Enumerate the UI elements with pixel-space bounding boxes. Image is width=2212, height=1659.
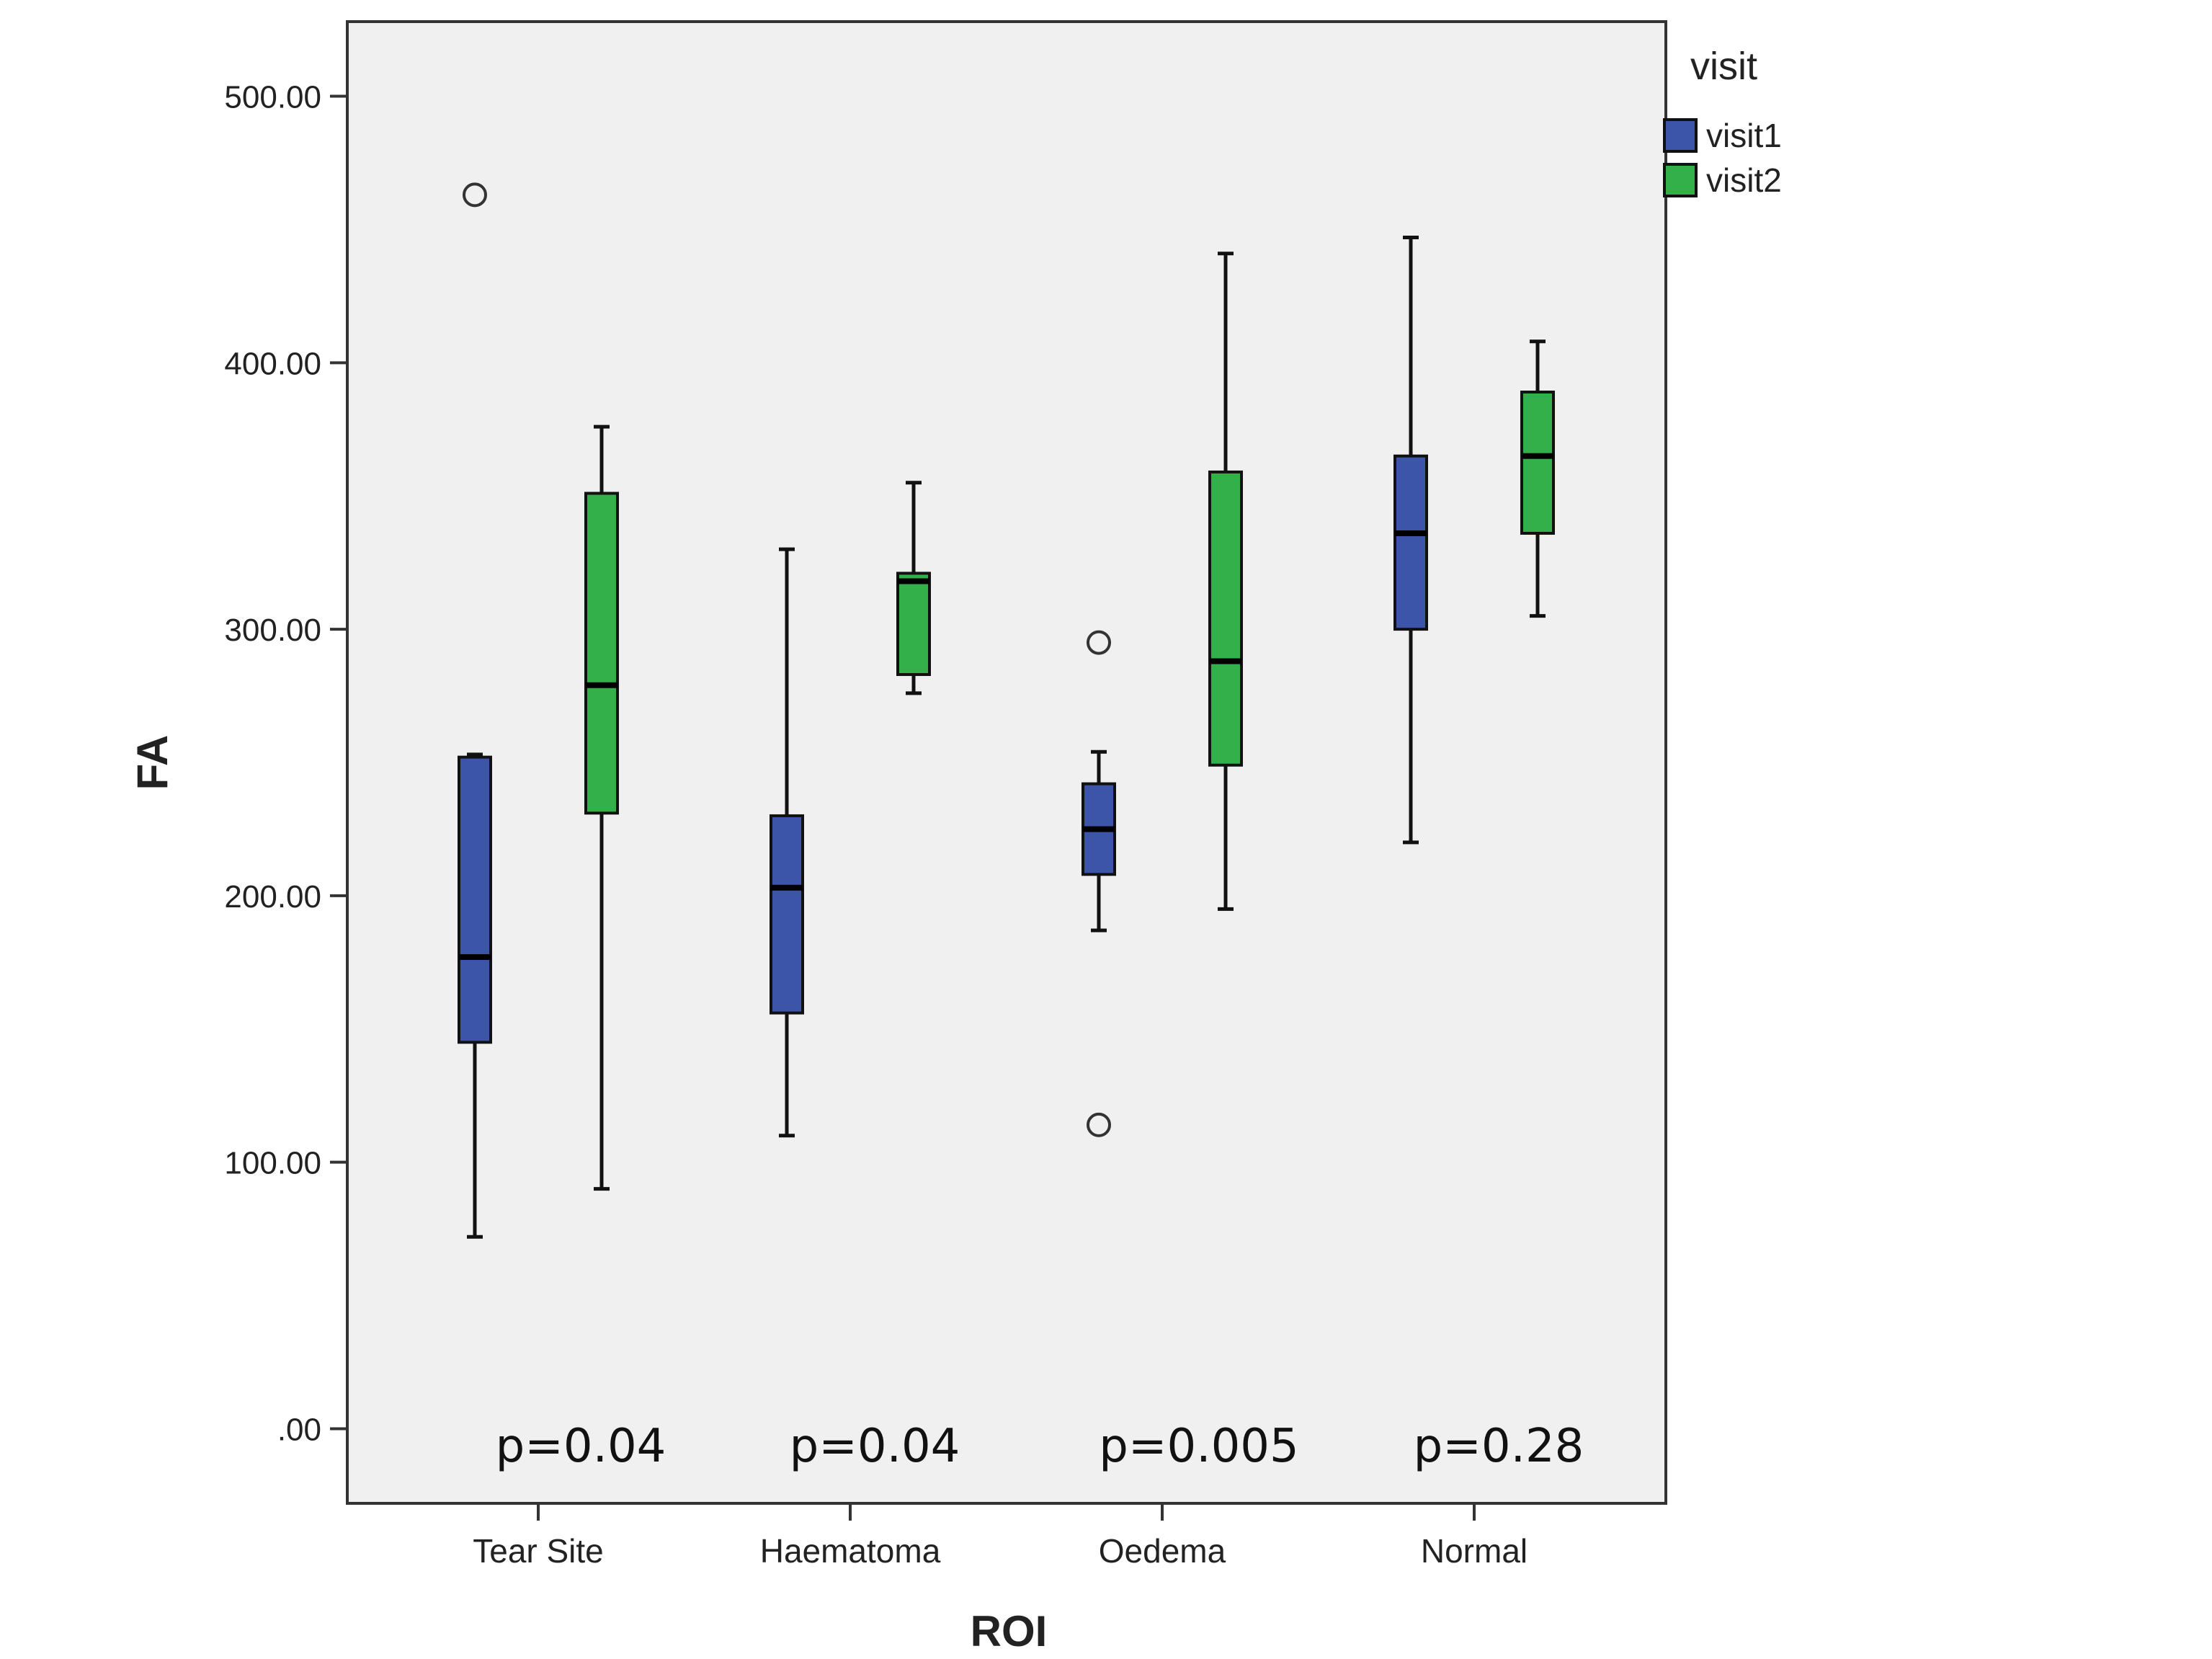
y-tick-label: .00 (277, 1412, 321, 1447)
x-tick-label: Normal (1421, 1532, 1528, 1570)
box-visit1-haematoma (770, 547, 804, 1138)
iqr-box (770, 814, 804, 1015)
outlier-point (1087, 1112, 1111, 1137)
p-value-annotations: p=0.04 p=0.04 p=0.005 p=0.28 (496, 1420, 1584, 1473)
legend-label: visit1 (1706, 117, 1782, 154)
p-value-label: p=0.28 (1414, 1420, 1584, 1473)
y-tick-label: 200.00 (224, 879, 321, 915)
plot-area (346, 20, 1667, 1505)
y-tick-label: 300.00 (224, 613, 321, 648)
y-tick-label: 100.00 (224, 1146, 321, 1181)
y-tick-label: 400.00 (224, 346, 321, 381)
y-axis: .00 100.00 200.00 300.00 400.00 500.00 (224, 80, 347, 1447)
x-tick-label: Haematoma (760, 1532, 941, 1570)
legend-swatch (1663, 118, 1698, 153)
x-tick-label: Tear Site (473, 1532, 604, 1570)
outlier-point (1087, 630, 1111, 655)
p-value-label: p=0.04 (496, 1420, 666, 1473)
y-axis-label: FA (128, 735, 177, 791)
box-series-group (458, 182, 1555, 1239)
iqr-box (896, 571, 931, 676)
iqr-box (1393, 454, 1428, 631)
iqr-box (1208, 470, 1243, 767)
y-tick-label: 500.00 (224, 80, 321, 115)
iqr-box (458, 755, 492, 1044)
x-tick-label: Oedema (1099, 1532, 1226, 1570)
legend-swatch (1663, 163, 1698, 197)
box-visit1-tear-site (458, 182, 492, 1239)
box-visit2-normal (1520, 339, 1555, 618)
box-visit1-normal (1393, 236, 1428, 845)
legend: visit visit1 visit2 (1663, 45, 1782, 199)
outlier-point (463, 182, 487, 208)
box-visit2-tear-site (584, 424, 619, 1191)
x-axis: Tear Site Haematoma Oedema Normal (473, 1503, 1528, 1570)
p-value-label: p=0.04 (790, 1420, 960, 1473)
legend-title: visit (1690, 45, 1757, 88)
box-visit1-oedema (1082, 630, 1116, 1137)
p-value-label: p=0.005 (1099, 1420, 1298, 1473)
legend-label: visit2 (1706, 161, 1782, 199)
box-visit2-haematoma (896, 481, 931, 695)
box-visit2-oedema (1208, 252, 1243, 911)
iqr-box (584, 492, 619, 815)
x-axis-label: ROI (971, 1607, 1048, 1655)
iqr-box (1520, 391, 1555, 535)
